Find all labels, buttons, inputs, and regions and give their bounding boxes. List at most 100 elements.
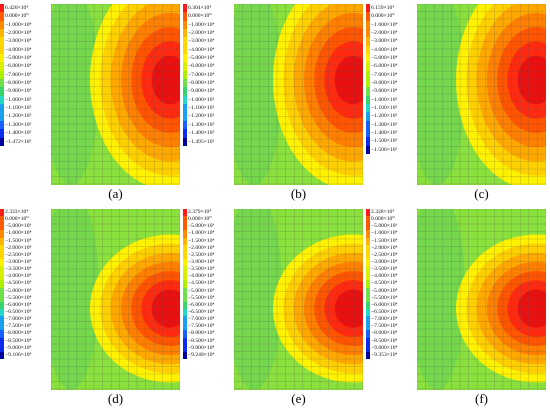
legend-entry: −7.500×10⁴ — [183, 323, 235, 331]
legend-value: −5.500×10⁴ — [188, 294, 215, 301]
legend-entry: −2.000×10⁴ — [366, 28, 418, 38]
legend-swatch — [183, 316, 187, 324]
legend-swatch — [366, 287, 370, 295]
legend-swatch — [183, 70, 187, 80]
legend-entry: −1.300×10⁵ — [0, 120, 52, 130]
legend-swatch — [0, 129, 4, 138]
legend-swatch — [0, 337, 4, 345]
legend-swatch — [183, 79, 187, 88]
legend-entry: −6.000×10⁴ — [183, 301, 235, 309]
legend-entry: −1.500×10⁴ — [183, 237, 235, 245]
legend-swatch — [366, 112, 370, 121]
legend-entry: −6.000×10⁴ — [366, 301, 418, 309]
legend-entry: −6.000×10⁴ — [366, 62, 418, 71]
legend-value: −9.248×10⁴ — [188, 351, 215, 358]
legend-entry: 2.379×10⁴ — [183, 209, 235, 217]
legend-entry: 0.000×10⁰ — [183, 12, 235, 21]
legend-entry: 0.000×10⁰ — [0, 12, 52, 21]
low-gradient-zone — [234, 209, 282, 390]
legend-swatch — [366, 330, 370, 338]
legend-value: −5.000×10⁴ — [371, 54, 398, 61]
legend-value: −2.000×10⁴ — [5, 30, 32, 37]
legend-value: −2.500×10⁴ — [5, 251, 32, 258]
legend-entry: −7.000×10⁴ — [0, 316, 52, 324]
legend-entry: −1.000×10⁴ — [183, 230, 235, 238]
legend-value: −1.200×10⁵ — [5, 113, 32, 120]
legend-entry: −5.000×10⁴ — [366, 53, 418, 63]
legend-value: −1.400×10⁵ — [188, 130, 215, 137]
color-legend: 6.420×10⁴ 0.000×10⁰ −1.000×10⁴ −2.000×10⁴ −3… — [0, 4, 52, 146]
panel-f: 2.328×10⁴ 0.000×10⁰ −5.000×10³ −1.000×10⁴ −1… — [366, 205, 549, 410]
legend-swatch — [366, 12, 370, 21]
legend-entry: −1.100×10⁵ — [366, 103, 418, 113]
legend-swatch — [366, 20, 370, 29]
legend-value: 0.000×10⁰ — [188, 13, 212, 20]
legend-swatch — [366, 53, 370, 63]
legend-swatch — [366, 280, 370, 288]
legend-swatch — [0, 209, 4, 217]
legend-value: −9.000×10⁴ — [371, 88, 398, 95]
legend-value: −1.300×10⁵ — [371, 121, 398, 128]
panel-c: 6.159×10⁴ 0.000×10⁰ −1.000×10⁴ −2.000×10⁴ −3… — [366, 0, 549, 205]
legend-entry: −2.500×10⁴ — [366, 251, 418, 259]
legend-swatch — [183, 266, 187, 274]
low-gradient-zone — [417, 4, 465, 185]
legend-entry: −9.248×10⁴ — [183, 351, 235, 359]
legend-entry: −2.000×10⁴ — [0, 29, 52, 38]
legend-entry: −7.000×10⁴ — [183, 316, 235, 324]
legend-entry: −8.000×10⁴ — [0, 79, 52, 88]
legend-entry: −2.000×10⁴ — [366, 244, 418, 252]
legend-value: −6.500×10⁴ — [371, 308, 398, 315]
legend-entry: −9.000×10⁴ — [183, 344, 235, 352]
legend-entry: −1.200×10⁵ — [0, 112, 52, 121]
legend-swatch — [0, 323, 4, 331]
legend-value: 6.420×10⁴ — [5, 5, 29, 11]
legend-swatch — [0, 344, 4, 352]
legend-swatch — [366, 266, 370, 274]
legend-entry: −2.000×10⁴ — [183, 244, 235, 252]
legend-value: −1.500×10⁴ — [371, 237, 398, 244]
legend-value: −7.000×10⁴ — [5, 316, 32, 323]
legend-entry: −4.000×10⁴ — [0, 45, 52, 55]
legend-value: −3.500×10⁴ — [188, 266, 215, 273]
legend-entry: −4.500×10⁴ — [0, 280, 52, 288]
legend-entry: −6.000×10⁴ — [0, 62, 52, 71]
legend-value: −1.500×10⁵ — [371, 138, 398, 145]
legend-entry: −1.300×10⁵ — [366, 120, 418, 129]
legend-value: −7.000×10⁴ — [5, 71, 32, 78]
contour-band — [517, 55, 546, 105]
contour-plot — [234, 209, 363, 390]
legend-value: −6.500×10⁴ — [5, 308, 32, 315]
legend-entry: −5.500×10⁴ — [183, 294, 235, 302]
legend-swatch — [0, 12, 4, 21]
legend-value: 6.304×10⁴ — [188, 5, 212, 11]
legend-swatch — [366, 316, 370, 324]
legend-swatch — [183, 12, 187, 21]
mesh-grid — [234, 209, 363, 390]
legend-swatch — [366, 209, 370, 217]
legend-value: −1.400×10⁵ — [371, 129, 398, 136]
contour-plot — [234, 4, 363, 185]
legend-swatch — [366, 216, 370, 224]
legend-swatch — [0, 112, 4, 121]
legend-entry: −8.000×10⁴ — [183, 330, 235, 338]
mesh-grid — [417, 4, 546, 185]
legend-entry: −7.500×10⁴ — [0, 323, 52, 331]
legend-swatch — [0, 37, 4, 46]
legend-value: −1.000×10⁴ — [371, 21, 398, 28]
legend-entry: 0.000×10⁰ — [183, 216, 235, 224]
legend-swatch — [0, 223, 4, 231]
legend-entry: −9.000×10⁴ — [366, 344, 418, 352]
legend-swatch — [183, 129, 187, 138]
legend-swatch — [0, 330, 4, 338]
legend-entry: −1.000×10⁵ — [183, 95, 235, 105]
legend-swatch — [366, 87, 370, 96]
legend-swatch — [0, 316, 4, 324]
legend-entry: −3.000×10⁴ — [183, 258, 235, 267]
legend-swatch — [366, 145, 370, 154]
legend-entry: −2.000×10⁴ — [183, 29, 235, 38]
legend-entry: −6.500×10⁴ — [366, 308, 418, 317]
legend-swatch — [183, 20, 187, 30]
legend-value: −6.500×10⁴ — [188, 308, 215, 315]
legend-value: −4.500×10⁴ — [5, 280, 32, 287]
